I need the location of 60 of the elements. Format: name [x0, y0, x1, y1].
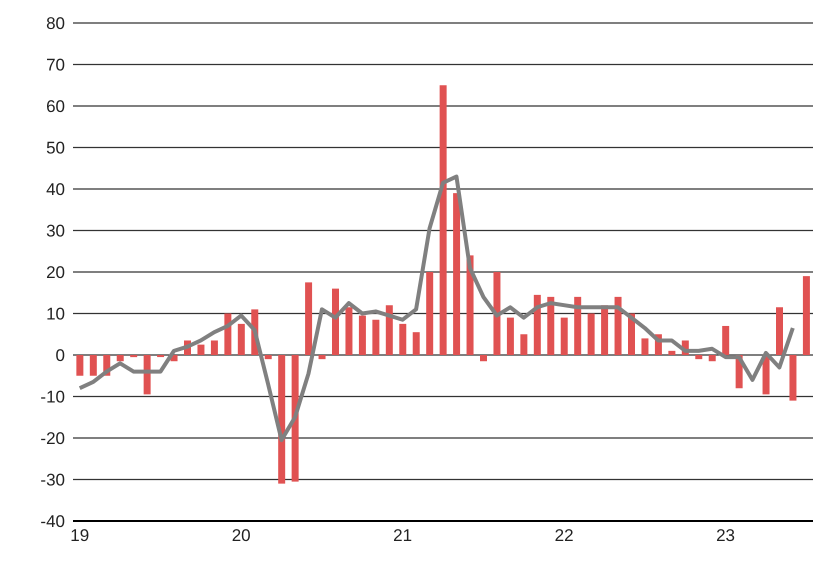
bar [493, 272, 500, 355]
bar [480, 355, 487, 362]
bar [305, 282, 312, 355]
bar [372, 320, 380, 355]
y-tick-label: 70 [46, 56, 65, 75]
bar [588, 314, 595, 355]
x-tick-label: 21 [393, 526, 412, 546]
x-tick-label: 23 [716, 526, 736, 546]
bar [520, 334, 528, 355]
bar [264, 355, 272, 360]
bar [708, 355, 716, 362]
bar [722, 326, 730, 355]
bar [399, 324, 406, 355]
bar [292, 355, 299, 482]
y-tick-label: 50 [46, 138, 65, 158]
y-tick-label: 60 [46, 97, 65, 116]
y-tick-label: 40 [46, 180, 65, 200]
bar [76, 355, 84, 376]
line-series [78, 174, 795, 442]
bar [386, 305, 393, 355]
bar [560, 318, 568, 355]
bar [668, 350, 676, 355]
y-tick-label: 30 [46, 222, 65, 241]
x-tick-label: 20 [232, 526, 251, 546]
y-tick-label: 0 [56, 346, 65, 366]
bar [641, 338, 648, 355]
bar [547, 296, 554, 355]
x-tick-label: 22 [554, 526, 574, 546]
bar [412, 332, 420, 355]
bar [332, 288, 339, 355]
bar [358, 316, 366, 355]
y-tick-label: 10 [46, 304, 65, 324]
y-tick-label: -10 [40, 388, 65, 407]
bar [776, 307, 783, 355]
bar [574, 296, 582, 355]
bar [534, 294, 541, 355]
bar [440, 85, 447, 355]
bar [802, 276, 810, 355]
bar [90, 355, 97, 376]
bar [144, 355, 151, 394]
y-tick-label: 80 [46, 14, 65, 34]
y-tick-label: -40 [40, 512, 65, 532]
bar [278, 355, 286, 484]
bar [210, 340, 218, 355]
x-tick-label: 19 [70, 526, 90, 546]
bar [601, 305, 608, 355]
y-tick-label: -30 [40, 470, 65, 490]
bar [426, 272, 434, 355]
bar [345, 307, 352, 355]
bar [197, 344, 204, 355]
bar [116, 355, 124, 362]
bar [318, 355, 326, 360]
bar [506, 318, 514, 355]
bar [695, 355, 702, 360]
bar [614, 296, 622, 355]
bar [789, 355, 796, 401]
bar [238, 324, 245, 355]
y-tick-label: 20 [46, 263, 65, 282]
bar [453, 193, 460, 355]
y-tick-label: -20 [40, 429, 65, 448]
